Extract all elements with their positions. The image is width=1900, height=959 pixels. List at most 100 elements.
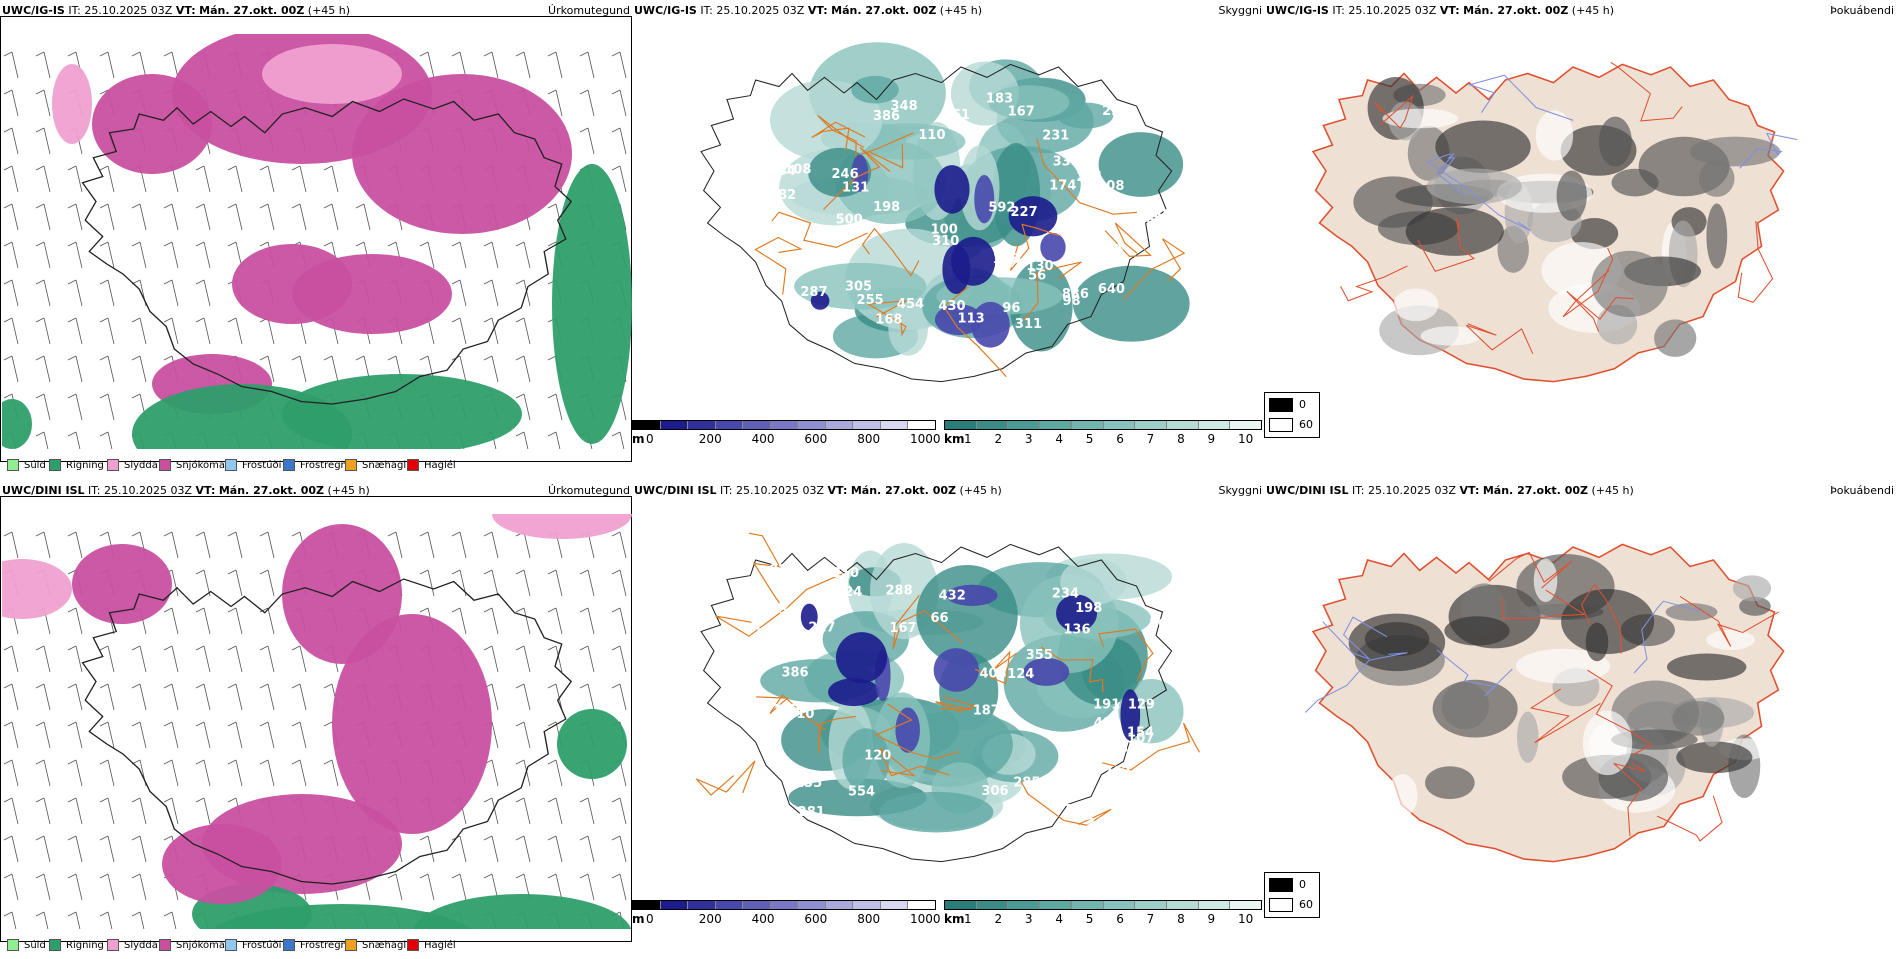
- fog-index-area: [1706, 629, 1755, 651]
- wind-barb: [227, 645, 243, 673]
- cloudbase-tick: 1000: [910, 432, 941, 446]
- road-line: [1613, 762, 1646, 837]
- header-model: UWC/IG-IS: [1266, 4, 1329, 17]
- visibility-area: [1072, 265, 1190, 342]
- wind-barb: [131, 317, 147, 345]
- wind-barb: [35, 89, 51, 117]
- fog-index-area: [1556, 170, 1587, 221]
- colorbar-segment: [1040, 421, 1072, 429]
- fog-index-area: [1387, 774, 1418, 817]
- wind-barb: [99, 165, 115, 193]
- precip-area: [162, 824, 282, 904]
- header-model: UWC/DINI ISL: [634, 484, 717, 497]
- wind-barb: [3, 835, 19, 863]
- wind-barb: [227, 531, 243, 559]
- wind-barb: [515, 51, 531, 79]
- visibility-unit: km: [944, 912, 965, 926]
- wind-barb: [515, 797, 531, 825]
- fog-legend-swatch: [1269, 418, 1293, 432]
- wind-barb: [483, 51, 499, 79]
- cloud-base-value: 82: [778, 188, 796, 203]
- colorbar-segment: [743, 421, 771, 429]
- wind-barb: [163, 203, 179, 231]
- wind-barb: [355, 203, 371, 231]
- cloud-base-value: 262: [1104, 765, 1131, 780]
- wind-barb: [483, 355, 499, 383]
- colorbar-segment: [1166, 421, 1199, 429]
- wind-barb: [163, 279, 179, 307]
- wind-barb: [259, 645, 275, 673]
- road-line: [816, 715, 857, 753]
- header-lead: (+45 h): [1571, 4, 1615, 17]
- cloud-base-value: 386: [781, 665, 808, 680]
- header-lead: (+45 h): [939, 4, 983, 17]
- wind-barb: [419, 51, 435, 79]
- colorbar-segment: [1008, 421, 1041, 429]
- precip-map-frame: Súld Rigning Slydda Snjókoma Frostúði Frostre…: [0, 16, 632, 471]
- legend-swatch: [225, 939, 237, 951]
- wind-barb: [579, 127, 595, 155]
- wind-barb: [515, 279, 531, 307]
- wind-barb: [291, 165, 307, 193]
- wind-barb: [547, 89, 563, 117]
- fog-index-area: [1598, 116, 1632, 167]
- colorbar-segment: [1135, 901, 1167, 909]
- colorbar-segment: [715, 901, 744, 909]
- fog-index-map: [1305, 543, 1785, 863]
- fog-index-area: [1348, 613, 1446, 672]
- wind-barb: [35, 531, 51, 559]
- road-line: [1340, 265, 1408, 302]
- wind-barb: [3, 873, 19, 901]
- wind-barb: [195, 241, 211, 269]
- road-line: [974, 650, 1018, 685]
- wind-barb: [163, 797, 179, 825]
- wind-barb: [35, 873, 51, 901]
- cloud-base-value: 432: [939, 588, 966, 603]
- wind-barb: [259, 203, 275, 231]
- wind-barb: [3, 241, 19, 269]
- legend-swatch: [49, 459, 61, 471]
- colorbar-segment: [1040, 901, 1072, 909]
- header-lead: (+45 h): [1591, 484, 1634, 497]
- legend-swatch: [345, 459, 357, 471]
- visibility-tick: 6: [1116, 432, 1124, 446]
- road-line: [1104, 222, 1152, 257]
- wind-barb: [131, 683, 147, 711]
- legend-label: Snæhagl: [362, 460, 407, 471]
- precip-legend-item: Haglél: [407, 459, 456, 471]
- precip-legend-item: Frostúði: [225, 459, 281, 471]
- cloud-base-value: 198: [1075, 601, 1102, 616]
- road-line: [1467, 74, 1574, 121]
- legend-label: Haglél: [424, 460, 456, 471]
- visibility-area: [988, 85, 1070, 120]
- cloudbase-tick: 600: [804, 432, 828, 446]
- precip-area: [232, 244, 352, 324]
- cloud-base-value: 288: [885, 583, 912, 598]
- road-line: [1426, 153, 1531, 231]
- wind-barb: [3, 645, 19, 673]
- wind-barb: [67, 531, 83, 559]
- cloud-base-value: 136: [1063, 623, 1090, 638]
- header-vt: Mán. 27.okt. 00Z: [218, 484, 324, 497]
- visibility-tick: 5: [1085, 432, 1094, 446]
- cloud-base-value: 381: [996, 256, 1023, 271]
- cloud-base-value: 98: [1063, 294, 1081, 309]
- header-it-label: IT:: [1352, 484, 1365, 497]
- header-it: 25.10.2025 03Z: [736, 484, 825, 497]
- fog-legend: 0 60: [1264, 872, 1320, 918]
- wind-barb: [131, 797, 147, 825]
- colorbar-segment: [1008, 901, 1041, 909]
- wind-barb: [579, 607, 595, 635]
- cloudbase-tick: 600: [804, 912, 828, 926]
- road-line: [866, 300, 907, 337]
- low-cloud-area: [800, 603, 818, 631]
- wind-barb: [99, 721, 115, 749]
- cloudbase-unit: m: [632, 912, 645, 926]
- wind-barb: [323, 355, 339, 383]
- visibility-tick: 2: [994, 432, 1003, 446]
- wind-barb: [131, 51, 147, 79]
- cloudbase-tick: 1000: [910, 912, 941, 926]
- legend-label: Haglél: [424, 940, 456, 951]
- header-vt-label: VT:: [1459, 484, 1480, 497]
- wind-barb: [163, 607, 179, 635]
